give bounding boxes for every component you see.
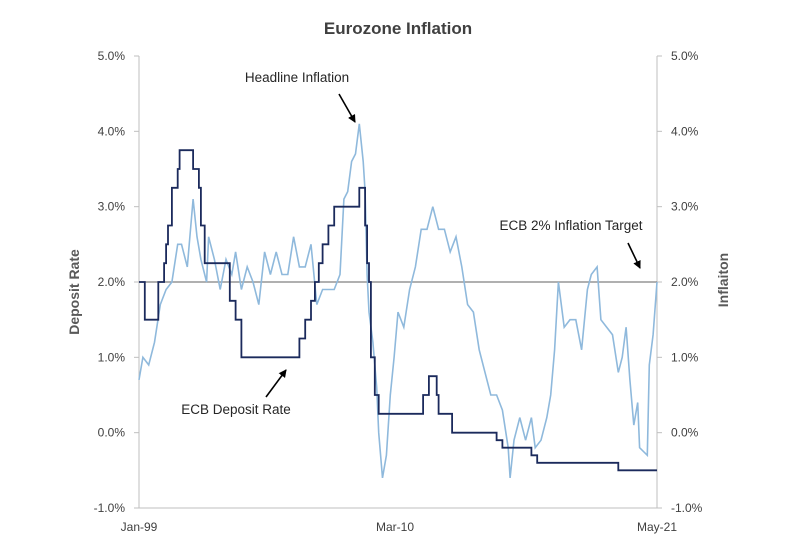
x-tick-label: Mar-10 [376,520,414,534]
x-tick-label: Jan-99 [121,520,158,534]
y-axis-right-ticks: -1.0% 0.0% 1.0% 2.0% 3.0% 4.0% 5.0% [657,49,703,515]
y-tick-label-left: 1.0% [98,350,126,364]
y-tick-label-left: 0.0% [98,426,126,440]
y-axis-right-title: Inflaiton [715,253,731,307]
y-tick-label-left: 4.0% [98,124,126,138]
y-tick-label-right: 5.0% [671,49,699,63]
y-tick-label-right: -1.0% [671,501,703,515]
series-line-ecb-deposit-rate [139,149,657,472]
y-axis-left-ticks: -1.0% 0.0% 1.0% 2.0% 3.0% 4.0% 5.0% [94,49,139,515]
annotation-inflation-target: ECB 2% Inflation Target [499,218,642,233]
y-axis-left-title: Deposit Rate [66,249,82,335]
x-tick-label: May-21 [637,520,677,534]
chart-title: Eurozone Inflation [324,19,472,38]
y-tick-label-right: 3.0% [671,200,699,214]
y-tick-label-left: 2.0% [98,275,126,289]
y-tick-label-left: 3.0% [98,200,126,214]
annotation-arrow-headline-inflation [338,93,356,123]
y-tick-label-left: -1.0% [94,501,126,515]
y-tick-label-right: 1.0% [671,350,699,364]
y-tick-label-left: 5.0% [98,49,126,63]
annotation-arrow-ecb-deposit-rate [265,369,287,398]
y-tick-label-right: 0.0% [671,426,699,440]
annotation-headline-inflation: Headline Inflation [245,70,349,85]
y-tick-label-right: 4.0% [671,124,699,138]
annotation-arrow-inflation-target [627,242,641,269]
y-tick-label-right: 2.0% [671,275,699,289]
annotation-ecb-deposit-rate: ECB Deposit Rate [181,402,291,417]
series-line-headline-inflation [138,123,658,479]
